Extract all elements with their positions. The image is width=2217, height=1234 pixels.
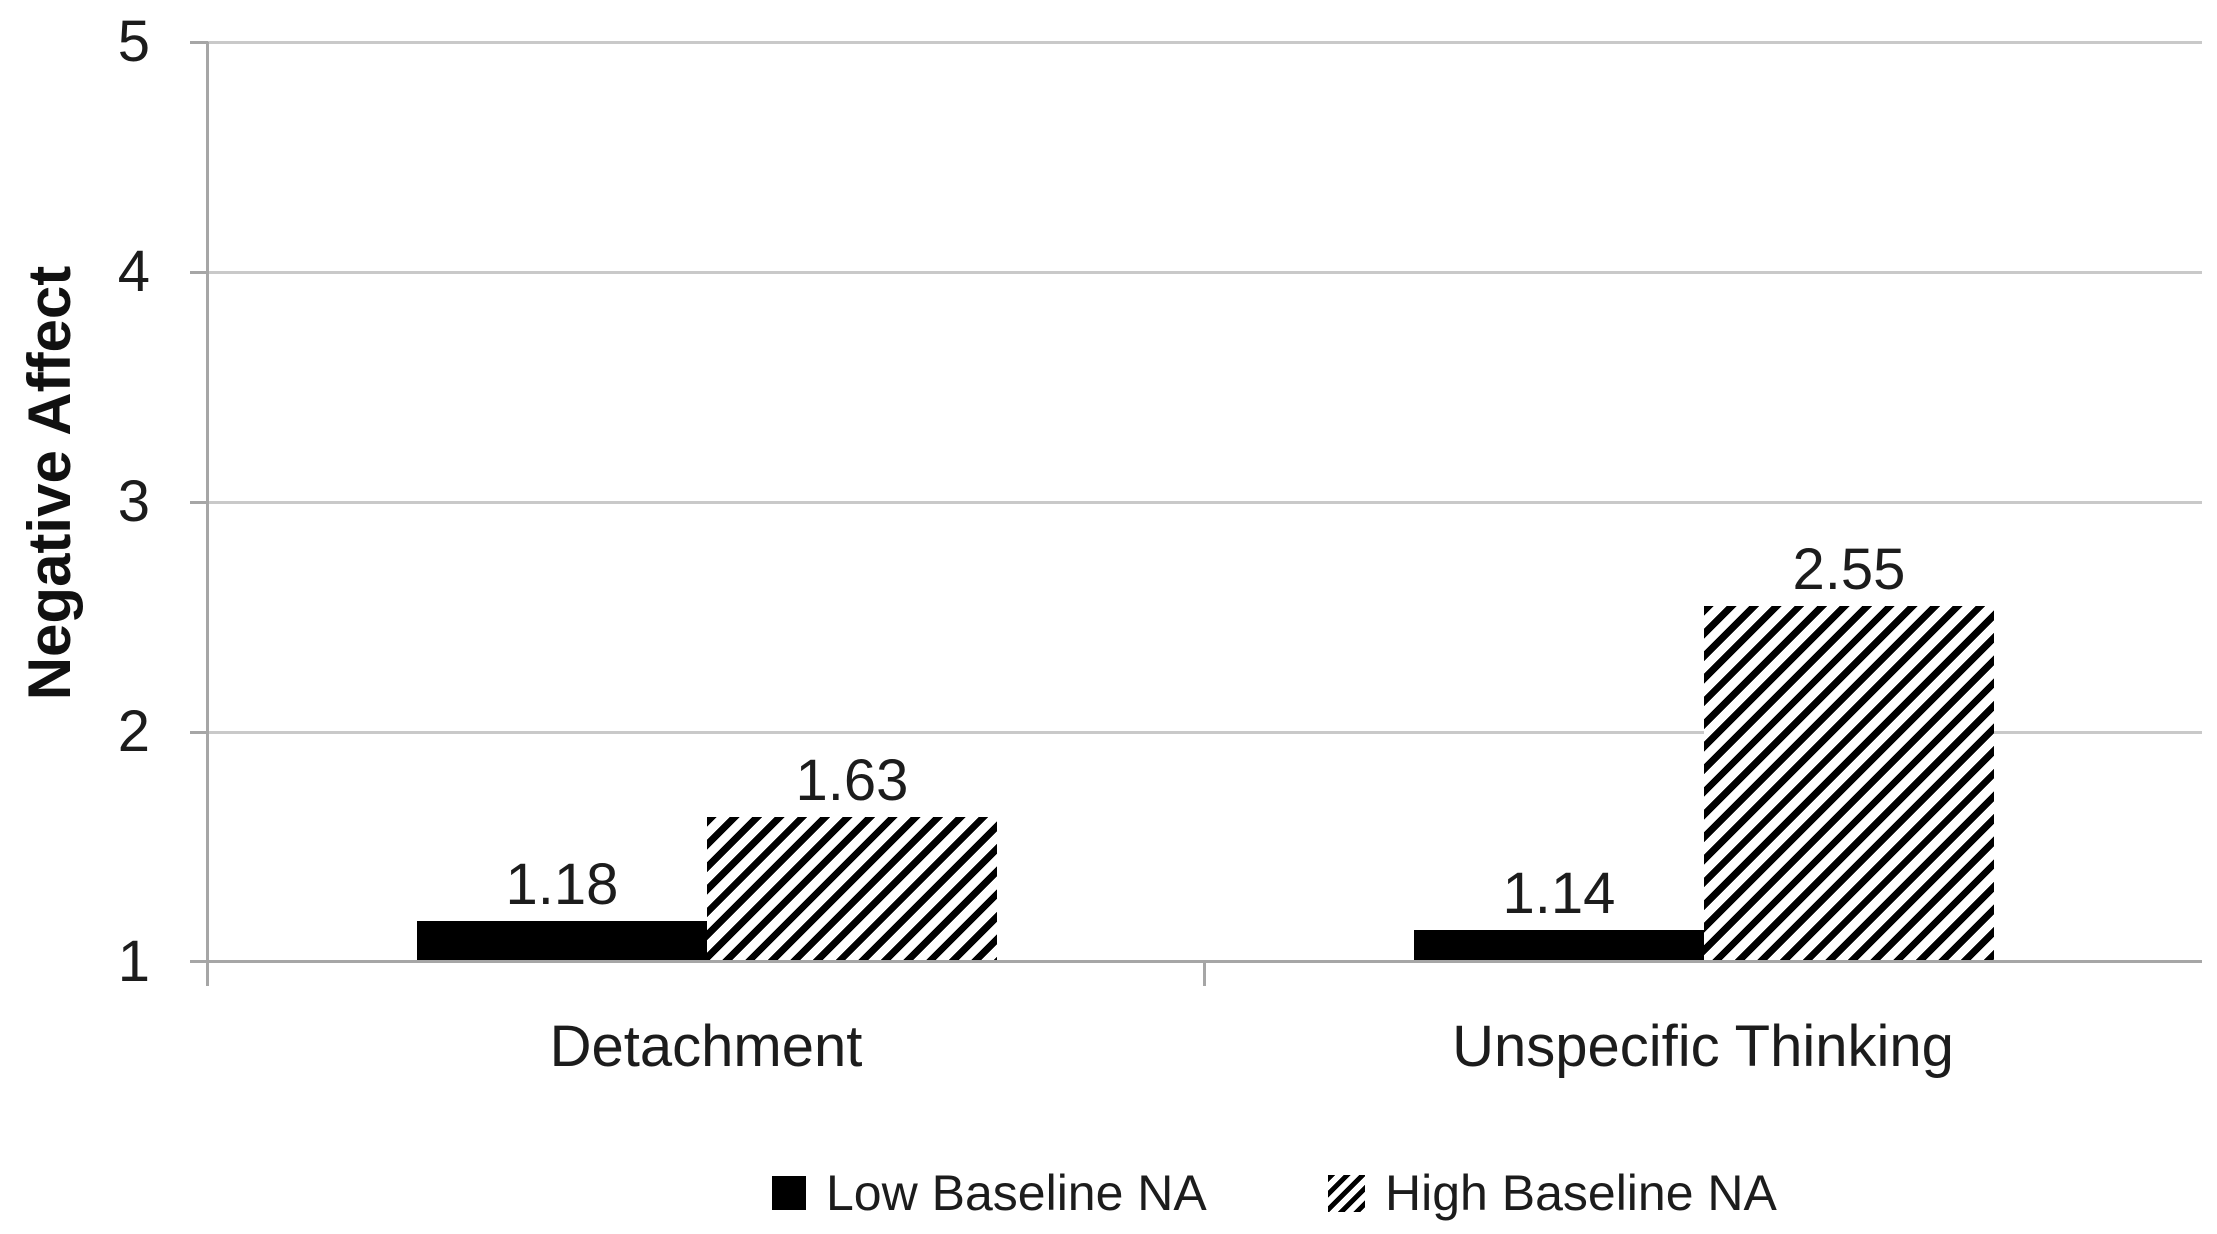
data-label-high-baseline-na-unspecific-thinking: 2.55 [1792,537,1906,602]
y-tick-label-5: 5 [117,9,150,74]
y-tick-label-3: 3 [117,469,150,534]
legend-marker-hatch-icon [1328,1174,1365,1212]
bar-high-baseline-na-detachment [707,817,997,962]
legend-marker-solid-icon [772,1176,806,1210]
gridline-5 [208,41,2202,44]
category-label-detachment: Detachment [549,1014,863,1079]
data-label-low-baseline-na-unspecific-thinking: 1.14 [1502,861,1616,926]
bar-high-baseline-na-unspecific-thinking [1704,606,1994,962]
x-tick-mark-left [206,962,209,986]
gridline-4 [208,271,2202,274]
legend-label-high-baseline-na: High Baseline NA [1385,1165,1777,1221]
y-tick-label-4: 4 [117,239,150,304]
y-tick-mark-3 [190,501,208,504]
y-axis-line [206,42,209,962]
y-tick-mark-5 [190,41,208,44]
y-tick-label-2: 2 [117,699,150,764]
y-tick-label-1: 1 [117,929,150,994]
x-axis-line [208,960,2202,963]
y-tick-mark-1 [190,960,208,963]
gridline-2 [208,731,2202,734]
category-label-unspecific-thinking: Unspecific Thinking [1452,1014,1954,1079]
y-tick-mark-4 [190,271,208,274]
legend-item-low-baseline-na: Low Baseline NA [772,1163,1207,1223]
data-label-high-baseline-na-detachment: 1.63 [795,748,909,813]
bar-low-baseline-na-detachment [417,921,707,962]
legend-item-high-baseline-na: High Baseline NA [1328,1163,1777,1223]
x-tick-mark-middle [1203,962,1206,986]
bar-low-baseline-na-unspecific-thinking [1414,930,1704,962]
y-tick-mark-2 [190,731,208,734]
legend-label-low-baseline-na: Low Baseline NA [826,1165,1207,1221]
data-label-low-baseline-na-detachment: 1.18 [505,852,619,917]
gridline-3 [208,501,2202,504]
